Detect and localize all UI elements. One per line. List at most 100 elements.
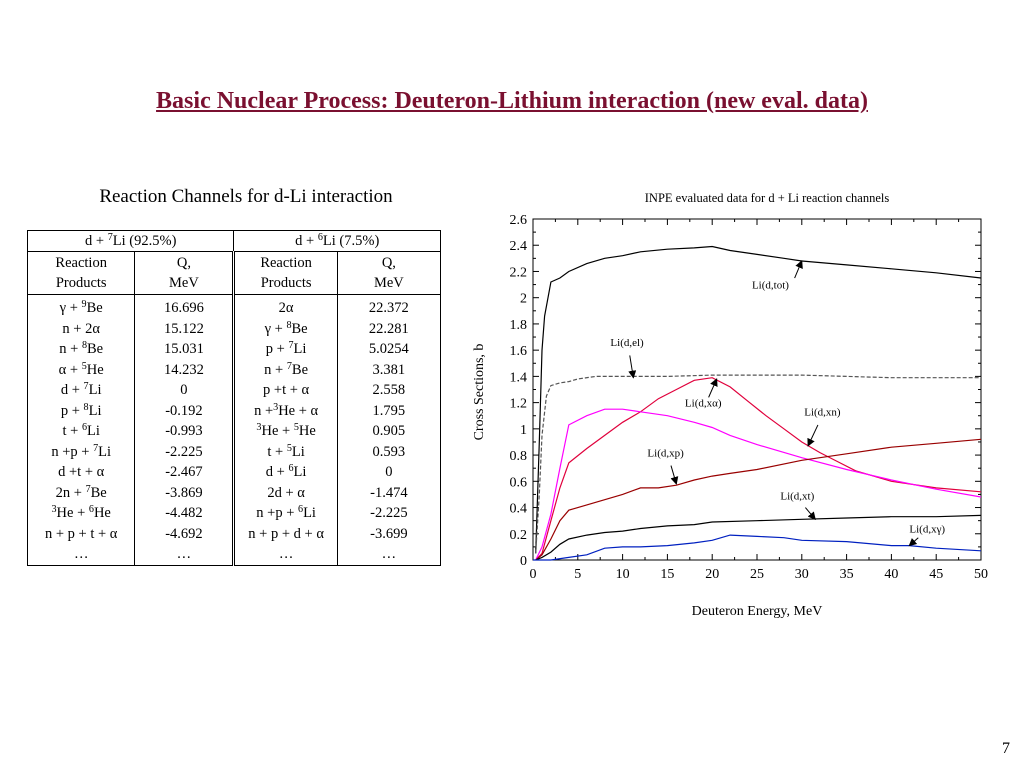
- x-tick-label: 0: [530, 567, 537, 582]
- reaction-text: d +t + α: [58, 464, 105, 480]
- table-caption: Reaction Channels for d-Li interaction: [99, 186, 393, 207]
- reaction-text: n +: [254, 402, 274, 419]
- table-row: α + 5He 14.232 n + 7Be 3.381: [26, 359, 442, 380]
- series-label: Li(d,xp): [647, 447, 684, 459]
- li7-reaction-cell: t + 6Li: [26, 421, 136, 442]
- li6-reaction-cell: γ + 8Be: [233, 318, 338, 339]
- reaction-text: Li: [98, 443, 112, 460]
- li6-reaction-cell: d + 6Li: [233, 462, 338, 483]
- li7-q-cell: 15.122: [134, 318, 236, 339]
- cross-section-chart: INPE evaluated data for d + Li reaction …: [460, 184, 1000, 624]
- series-line-5: [535, 514, 982, 561]
- table-row: d +t + α -2.467 d + 6Li 0: [26, 462, 442, 483]
- li6-reaction-cell: 3He + 5He: [233, 421, 338, 442]
- mass-number: 8: [286, 319, 292, 331]
- li6-q-cell: 0.593: [336, 441, 442, 462]
- mass-number: 6: [88, 503, 94, 515]
- series-label: Li(d,tot): [752, 280, 789, 292]
- li7-reaction-cell: d + 7Li: [26, 380, 136, 401]
- li6-q-cell: 22.372: [336, 294, 442, 319]
- series-line-4: [535, 438, 982, 561]
- mass-number: 3: [256, 421, 262, 433]
- li6-reaction-cell: n +3He + α: [233, 400, 338, 421]
- li6-reaction-cell: 2α: [233, 294, 338, 319]
- li7-reaction-cell: n +p + 7Li: [26, 441, 136, 462]
- annotation-arrow: [794, 260, 803, 279]
- li6-q-cell: 0.905: [336, 421, 442, 442]
- chart-svg: INPE evaluated data for d + Li reaction …: [472, 191, 988, 619]
- li7-q-cell: 16.696: [134, 294, 236, 319]
- reaction-text: n +: [264, 361, 287, 378]
- li7-q-cell: 15.031: [134, 339, 236, 360]
- annotation-arrow: [670, 465, 679, 485]
- li7-q-cell: -2.467: [134, 462, 236, 483]
- li7-col-reaction: Reaction Products: [26, 251, 136, 295]
- reaction-text: Li: [87, 423, 100, 439]
- reaction-text: He +: [261, 423, 294, 439]
- y-tick-label: 0.2: [510, 528, 528, 543]
- mass-number: 3: [51, 503, 57, 515]
- reaction-text: n + p + t + α: [44, 525, 118, 542]
- series-line-1: [535, 374, 981, 554]
- reaction-text: p +: [265, 341, 289, 357]
- table-row: p + 8Li -0.192 n +3He + α 1.795: [26, 400, 442, 421]
- y-tick-label: 1.2: [510, 397, 528, 412]
- li6-reaction-cell: p + 7Li: [233, 339, 338, 360]
- reaction-text: Li: [293, 341, 307, 357]
- reaction-text: Be: [291, 361, 309, 378]
- y-tick-label: 2.6: [510, 213, 528, 228]
- reaction-text: γ +: [264, 320, 287, 337]
- mass-number: 8: [83, 401, 89, 413]
- x-axis-label: Deuteron Energy, MeV: [692, 604, 823, 619]
- table-row: 2n + 7Be -3.869 2d + α -1.474: [26, 482, 442, 503]
- reaction-text: n +p +: [256, 505, 298, 521]
- li6-q-cell: -3.699: [336, 523, 442, 544]
- li6-q-cell: 0: [336, 462, 442, 483]
- li6-reaction-cell: …: [233, 544, 338, 566]
- reaction-text: Be: [86, 300, 103, 316]
- mass-number: 7: [93, 442, 99, 454]
- li6-reaction-cell: n + 7Be: [233, 359, 338, 380]
- annotation-arrow: [708, 378, 718, 398]
- reaction-text: He: [93, 505, 111, 521]
- reaction-text: Be: [87, 341, 104, 357]
- reaction-text: 2n +: [55, 484, 86, 501]
- x-tick-label: 10: [616, 567, 630, 582]
- y-tick-label: 0.8: [510, 449, 528, 464]
- reaction-text: p +t + α: [263, 382, 310, 398]
- li7-header: d + 7Li (92.5%): [26, 230, 235, 252]
- reaction-text: n +p +: [51, 443, 94, 460]
- y-tick-label: 2.2: [510, 265, 528, 280]
- reaction-text: …: [278, 546, 294, 562]
- table-row: d + 7Li 0 p +t + α 2.558: [26, 380, 442, 401]
- reaction-text: He: [298, 423, 316, 439]
- x-tick-label: 5: [574, 567, 581, 582]
- y-tick-label: 1.6: [510, 344, 528, 359]
- reaction-text: n + p + d + α: [248, 525, 324, 542]
- y-tick-label: 2: [520, 292, 527, 307]
- li6-reaction-cell: t + 5Li: [233, 441, 338, 462]
- reaction-text: n +: [59, 341, 82, 357]
- reaction-text: n + 2α: [62, 320, 100, 337]
- table-row: t + 6Li -0.993 3He + 5He 0.905: [26, 421, 442, 442]
- x-tick-label: 40: [884, 567, 898, 582]
- table-row: γ + 9Be 16.696 2α 22.372: [26, 294, 442, 319]
- li6-q-cell: …: [336, 544, 442, 566]
- y-axis-label: Cross Sections, b: [472, 344, 487, 441]
- x-tick-label: 30: [795, 567, 809, 582]
- mass-number: 9: [81, 298, 87, 310]
- li7-reaction-cell: γ + 9Be: [26, 294, 136, 319]
- reaction-text: 2α: [278, 300, 294, 316]
- series-line-3: [535, 408, 982, 561]
- reaction-channels-table-container: d + 7Li (92.5%) d + 6Li (7.5%) Reaction P…: [26, 230, 442, 566]
- reaction-text: Be: [90, 484, 107, 501]
- series-label: Li(d,el): [610, 337, 644, 349]
- reaction-text: 2d + α: [267, 484, 305, 501]
- table-row: …………: [26, 544, 442, 566]
- li7-q-cell: -0.993: [134, 421, 236, 442]
- li7-reaction-cell: 3He + 6He: [26, 503, 136, 524]
- y-tick-label: 1.8: [510, 318, 528, 333]
- series-line-6: [533, 534, 982, 561]
- reaction-channels-table: d + 7Li (92.5%) d + 6Li (7.5%) Reaction P…: [26, 230, 442, 566]
- y-tick-label: 1.4: [510, 370, 528, 385]
